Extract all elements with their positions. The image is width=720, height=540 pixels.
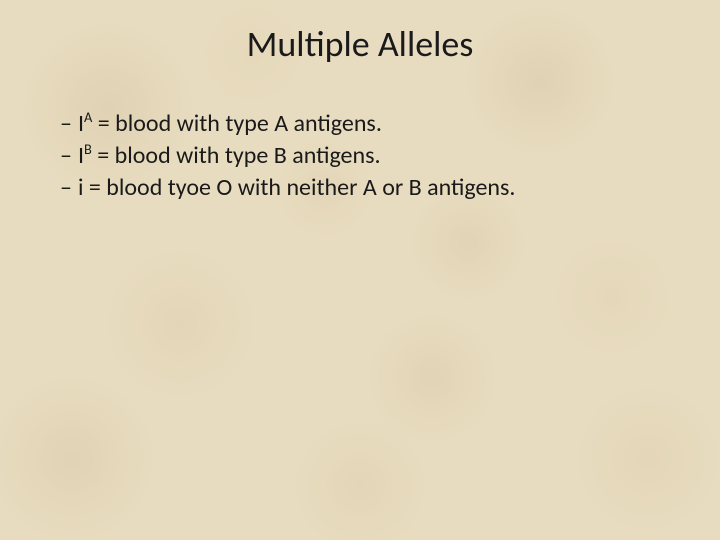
bullet-text: i = blood tyoe O with neither A or B ant… bbox=[78, 172, 680, 204]
bullet-item: – IA = blood with type A antigens. bbox=[60, 108, 680, 140]
bullet-rest: = blood with type A antigens. bbox=[92, 109, 382, 138]
slide-title: Multiple Alleles bbox=[0, 22, 720, 66]
allele-superscript: B bbox=[84, 140, 92, 158]
bullet-dash: – bbox=[60, 140, 72, 172]
bullet-rest: = blood with type B antigens. bbox=[92, 141, 381, 170]
bullet-dash: – bbox=[60, 172, 72, 204]
bullet-text: IA = blood with type A antigens. bbox=[78, 108, 680, 140]
bullet-item: – IB = blood with type B antigens. bbox=[60, 140, 680, 172]
bullet-text: IB = blood with type B antigens. bbox=[78, 140, 680, 172]
slide-container: Multiple Alleles – IA = blood with type … bbox=[0, 0, 720, 540]
bullet-rest: = blood tyoe O with neither A or B antig… bbox=[83, 173, 515, 202]
bullet-list: – IA = blood with type A antigens. – IB … bbox=[60, 108, 680, 204]
bullet-item: – i = blood tyoe O with neither A or B a… bbox=[60, 172, 680, 204]
bullet-dash: – bbox=[60, 108, 72, 140]
